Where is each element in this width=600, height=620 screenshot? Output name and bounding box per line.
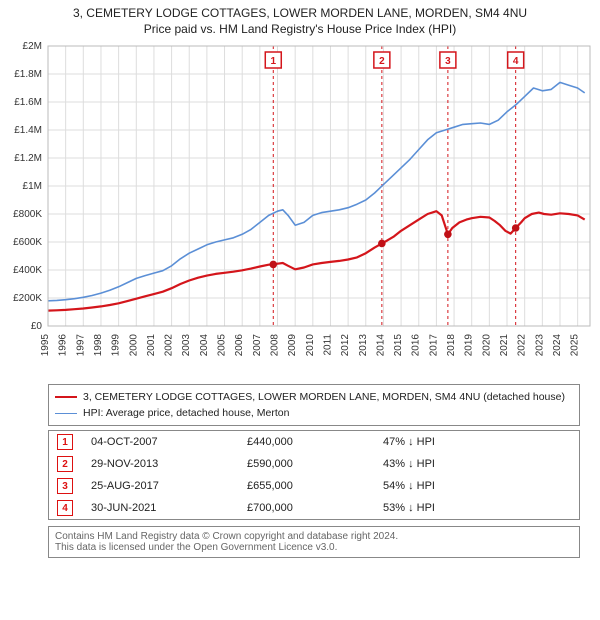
svg-text:1: 1	[270, 56, 276, 67]
svg-text:4: 4	[513, 56, 519, 67]
svg-text:2019: 2019	[464, 334, 475, 357]
svg-text:1998: 1998	[93, 334, 104, 357]
sale-marker: 3	[57, 478, 73, 494]
sale-vs-hpi: 54% ↓ HPI	[375, 480, 551, 492]
sale-date: 25-AUG-2017	[83, 480, 239, 492]
legend-swatch	[55, 413, 77, 414]
svg-text:2012: 2012	[340, 334, 351, 357]
svg-text:2013: 2013	[358, 334, 369, 357]
sale-marker: 1	[57, 434, 73, 450]
footer-line-2: This data is licensed under the Open Gov…	[55, 542, 573, 553]
svg-text:2025: 2025	[570, 334, 581, 357]
table-row: 3 25-AUG-2017£655,00054% ↓ HPI	[49, 475, 579, 497]
sale-vs-hpi: 47% ↓ HPI	[375, 436, 551, 448]
sale-marker: 2	[57, 456, 73, 472]
svg-text:3: 3	[445, 56, 451, 67]
legend-item: 3, CEMETERY LODGE COTTAGES, LOWER MORDEN…	[55, 389, 573, 405]
footer-attribution: Contains HM Land Registry data © Crown c…	[48, 526, 580, 558]
svg-text:1997: 1997	[75, 334, 86, 357]
title-address: 3, CEMETERY LODGE COTTAGES, LOWER MORDEN…	[8, 6, 592, 20]
svg-text:2023: 2023	[534, 334, 545, 357]
svg-text:£400K: £400K	[13, 265, 42, 276]
svg-text:2018: 2018	[446, 334, 457, 357]
svg-text:2: 2	[379, 56, 385, 67]
legend-label: HPI: Average price, detached house, Mert…	[83, 407, 289, 419]
svg-text:2008: 2008	[270, 334, 281, 357]
svg-text:2014: 2014	[375, 334, 386, 357]
svg-text:2007: 2007	[252, 334, 263, 357]
table-row: 2 29-NOV-2013£590,00043% ↓ HPI	[49, 453, 579, 475]
svg-text:2006: 2006	[234, 334, 245, 357]
sale-date: 29-NOV-2013	[83, 458, 239, 470]
table-row: 1 04-OCT-2007£440,00047% ↓ HPI	[49, 431, 579, 453]
svg-text:£1.6M: £1.6M	[14, 97, 42, 108]
svg-text:2005: 2005	[217, 334, 228, 357]
svg-text:2009: 2009	[287, 334, 298, 357]
table-row: 4 30-JUN-2021£700,00053% ↓ HPI	[49, 497, 579, 519]
svg-text:£600K: £600K	[13, 237, 42, 248]
svg-text:1996: 1996	[58, 334, 69, 357]
svg-text:£2M: £2M	[23, 41, 42, 52]
svg-text:2000: 2000	[128, 334, 139, 357]
svg-text:2024: 2024	[552, 334, 563, 357]
legend: 3, CEMETERY LODGE COTTAGES, LOWER MORDEN…	[48, 384, 580, 426]
svg-text:£1M: £1M	[23, 181, 42, 192]
sale-vs-hpi: 43% ↓ HPI	[375, 458, 551, 470]
svg-text:2004: 2004	[199, 334, 210, 357]
svg-text:1999: 1999	[111, 334, 122, 357]
legend-swatch	[55, 396, 77, 398]
svg-text:£800K: £800K	[13, 209, 42, 220]
svg-text:2017: 2017	[428, 334, 439, 357]
sale-date: 30-JUN-2021	[83, 502, 239, 514]
svg-text:£1.2M: £1.2M	[14, 153, 42, 164]
title-subtitle: Price paid vs. HM Land Registry's House …	[8, 22, 592, 36]
legend-label: 3, CEMETERY LODGE COTTAGES, LOWER MORDEN…	[83, 391, 565, 403]
svg-text:£200K: £200K	[13, 293, 42, 304]
sale-price: £590,000	[239, 458, 375, 470]
svg-text:1995: 1995	[40, 334, 51, 357]
svg-text:£1.4M: £1.4M	[14, 125, 42, 136]
price-chart: £0 £200K £400K £600K £800K £1M £1.2M £1.4M £1.6M…	[0, 38, 600, 378]
sales-table: 1 04-OCT-2007£440,00047% ↓ HPI 2 29-NOV-201…	[48, 430, 580, 520]
svg-text:2021: 2021	[499, 334, 510, 357]
svg-text:2002: 2002	[164, 334, 175, 357]
svg-text:2022: 2022	[517, 334, 528, 357]
sale-vs-hpi: 53% ↓ HPI	[375, 502, 551, 514]
footer-line-1: Contains HM Land Registry data © Crown c…	[55, 531, 573, 542]
sale-date: 04-OCT-2007	[83, 436, 239, 448]
svg-text:2020: 2020	[481, 334, 492, 357]
svg-text:£0: £0	[31, 321, 43, 332]
svg-text:2003: 2003	[181, 334, 192, 357]
svg-text:2016: 2016	[411, 334, 422, 357]
svg-text:2015: 2015	[393, 334, 404, 357]
svg-text:2001: 2001	[146, 334, 157, 357]
legend-item: HPI: Average price, detached house, Mert…	[55, 405, 573, 421]
svg-text:£1.8M: £1.8M	[14, 69, 42, 80]
sale-marker: 4	[57, 500, 73, 516]
sale-price: £655,000	[239, 480, 375, 492]
sale-price: £440,000	[239, 436, 375, 448]
svg-text:2010: 2010	[305, 334, 316, 357]
sale-price: £700,000	[239, 502, 375, 514]
svg-text:2011: 2011	[322, 334, 333, 356]
